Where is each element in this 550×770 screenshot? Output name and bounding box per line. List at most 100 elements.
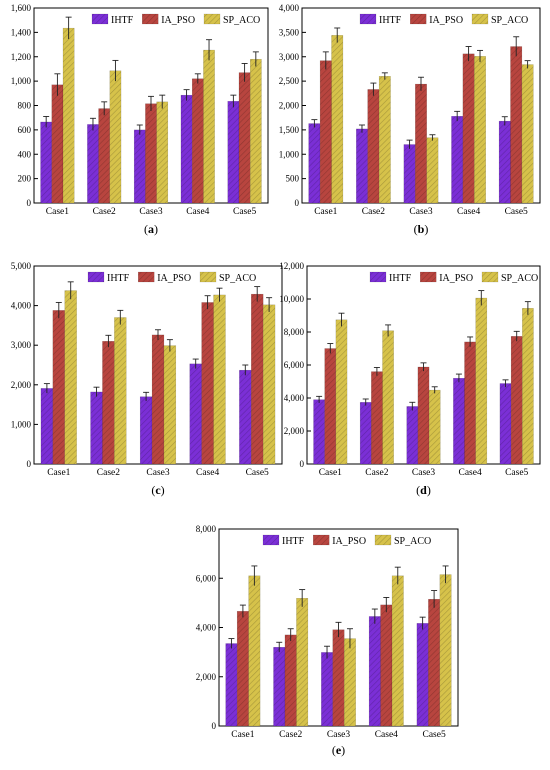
bar-ia-pso-case5: [510, 46, 523, 204]
panel-label: (a): [144, 222, 158, 236]
y-tick-label: 2,000: [279, 101, 300, 111]
y-tick-label: 1,000: [11, 76, 32, 86]
bar-ihtf-case1: [40, 121, 52, 204]
bar-ihtf-case1: [225, 643, 238, 727]
legend-label: IHTF: [389, 273, 412, 284]
bar-ihtf-case5: [499, 383, 512, 465]
bar-sp-aco-case1: [62, 27, 75, 204]
bar-ihtf-case4: [180, 94, 193, 204]
y-tick-label: 4,000: [284, 393, 305, 403]
bar-ia-pso-case1: [319, 60, 332, 204]
x-tick-label: Case2: [362, 207, 385, 217]
bar-ihtf-case1: [40, 388, 54, 465]
legend-label: IHTF: [379, 15, 402, 26]
legend-swatch-sp-aco: [374, 534, 392, 546]
legend-swatch-sp-aco: [481, 271, 499, 283]
bar-ihtf-case2: [356, 128, 368, 204]
bar-ia-pso-case1: [51, 84, 64, 204]
bar-sp-aco-case5: [521, 64, 534, 204]
legend-swatch-ia-pso: [137, 271, 155, 283]
y-tick-label: 0: [300, 459, 305, 469]
x-tick-label: Case3: [139, 207, 162, 217]
legend-label: IHTF: [282, 536, 305, 547]
chart-panel-5: 0 2,000 4,000 6,000 8,000 Case1 Case2 Case3 Case…: [196, 524, 459, 757]
y-tick-label: 10,000: [279, 294, 304, 304]
bar-ihtf-case2: [87, 124, 99, 204]
panel-label: (e): [332, 743, 345, 757]
bar-ihtf-case4: [368, 616, 381, 727]
y-tick-label: 1,400: [11, 27, 32, 37]
bar-ihtf-case2: [273, 647, 286, 727]
bar-ia-pso-case3: [151, 334, 165, 465]
panel-label: (b): [414, 222, 429, 236]
legend-swatch-sp-aco: [199, 271, 217, 283]
y-tick-label: 4,000: [279, 3, 300, 13]
bar-ia-pso-case3: [332, 629, 345, 727]
legend-label: IA_PSO: [332, 536, 366, 547]
bar-ihtf-case5: [227, 101, 240, 204]
legend-label: SP_ACO: [501, 273, 538, 284]
legend-label: SP_ACO: [491, 15, 528, 26]
x-tick-label: Case4: [186, 207, 209, 217]
legend-swatch-ihtf: [262, 534, 280, 546]
bar-sp-aco-case1: [64, 290, 77, 465]
x-tick-label: Case2: [93, 207, 116, 217]
bar-ia-pso-case3: [145, 103, 157, 204]
x-tick-label: Case1: [231, 730, 254, 740]
bar-ihtf-case4: [453, 378, 465, 465]
bar-sp-aco-case1: [248, 575, 261, 727]
x-tick-label: Case3: [409, 207, 432, 217]
y-tick-label: 12,000: [279, 261, 304, 271]
y-tick-label: 3,000: [11, 340, 32, 350]
y-tick-label: 1,000: [279, 149, 300, 159]
bar-sp-aco-case4: [213, 294, 226, 465]
legend-label: SP_ACO: [394, 536, 431, 547]
bar-ia-pso-case2: [98, 108, 111, 204]
chart-panel-3: 0 1,000 2,000 3,000 4,000 5,000 Case1 Case2 Case…: [11, 261, 283, 497]
bar-ia-pso-case2: [284, 634, 297, 727]
bar-sp-aco-case3: [344, 638, 356, 727]
x-tick-label: Case2: [97, 468, 120, 478]
bar-ihtf-case3: [321, 652, 333, 727]
y-tick-label: 600: [18, 125, 32, 135]
bar-ihtf-case3: [403, 144, 416, 204]
x-tick-label: Case4: [457, 207, 480, 217]
x-tick-label: Case4: [375, 730, 398, 740]
y-tick-label: 2,000: [284, 426, 305, 436]
bar-ia-pso-case5: [238, 72, 251, 204]
y-tick-label: 2,000: [11, 380, 32, 390]
bar-sp-aco-case1: [331, 35, 344, 204]
bar-sp-aco-case5: [439, 574, 452, 727]
bar-ia-pso-case3: [415, 83, 427, 204]
legend-label: SP_ACO: [223, 15, 260, 26]
legend-label: SP_ACO: [219, 273, 256, 284]
bar-sp-aco-case5: [262, 304, 276, 465]
bar-ihtf-case3: [139, 396, 153, 465]
bar-ihtf-case5: [498, 120, 511, 204]
y-tick-label: 3,500: [279, 27, 300, 37]
legend-swatch-ihtf: [87, 271, 105, 283]
x-tick-label: Case2: [279, 730, 302, 740]
legend-swatch-ia-pso: [313, 534, 330, 546]
x-tick-label: Case5: [505, 207, 528, 217]
bar-sp-aco-case4: [391, 575, 404, 727]
legend-swatch-ihtf: [91, 13, 109, 25]
y-tick-label: 0: [27, 198, 32, 208]
x-tick-label: Case5: [233, 207, 256, 217]
y-tick-label: 2,500: [279, 76, 300, 86]
legend-label: IA_PSO: [429, 15, 463, 26]
x-tick-label: Case5: [422, 730, 445, 740]
bar-ihtf-case3: [133, 129, 146, 204]
bar-ia-pso-case2: [371, 371, 383, 465]
bar-sp-aco-case5: [250, 58, 262, 204]
bar-ihtf-case2: [90, 391, 103, 465]
bar-ihtf-case4: [189, 363, 202, 465]
legend-swatch-ihtf: [359, 13, 377, 25]
legend-label: IHTF: [111, 15, 134, 26]
legend-swatch-ia-pso: [410, 13, 427, 25]
legend-swatch-ia-pso: [141, 13, 159, 25]
legend-swatch-ihtf: [369, 271, 387, 283]
bar-ia-pso-case2: [367, 89, 380, 204]
bar-sp-aco-case3: [163, 345, 177, 465]
panel-label: (c): [151, 483, 164, 497]
